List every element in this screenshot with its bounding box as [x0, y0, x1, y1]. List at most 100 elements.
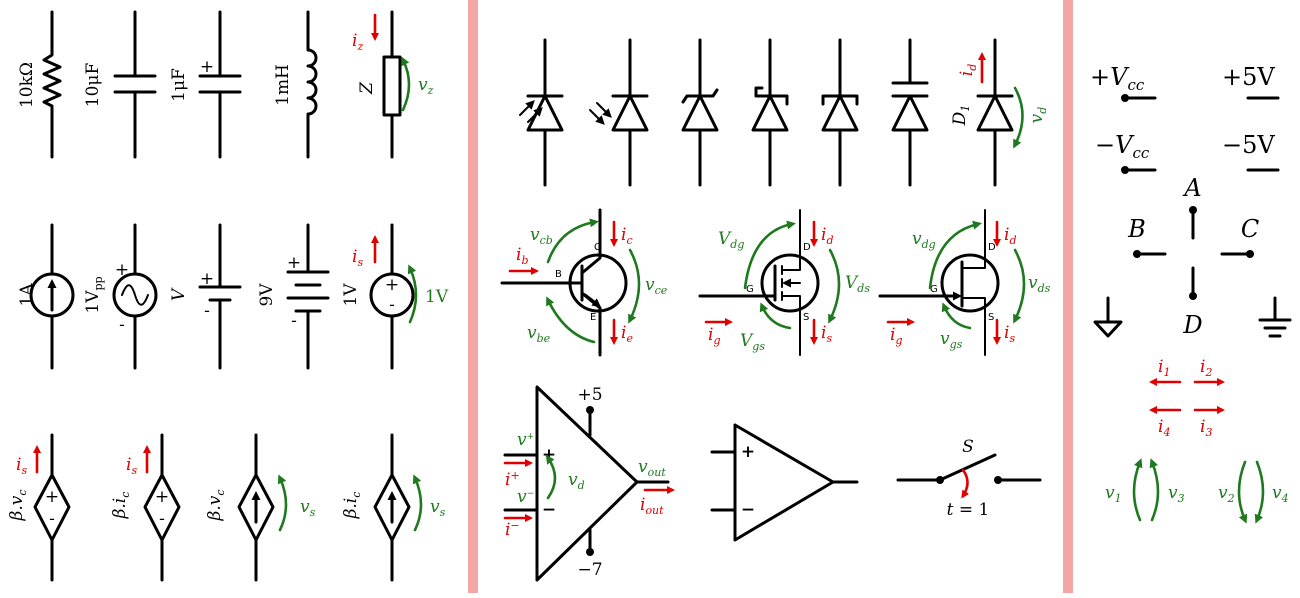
svg-text:B: B — [555, 269, 562, 280]
dep2-current-label: is — [126, 455, 137, 477]
battery-minus: - — [291, 311, 297, 331]
svg-text:+: + — [45, 487, 59, 507]
inductor-symbol: 1mH — [273, 10, 318, 159]
impedance-current-label: iz — [352, 31, 363, 53]
svg-text:G: G — [930, 284, 938, 295]
ac-source-label: 1Vpp — [83, 276, 105, 313]
led-diode-symbol — [519, 38, 564, 187]
opamp-annotated-symbol: +5 −7 + − v+ i+ v− i− vd vout iout — [503, 385, 675, 582]
separator-right — [1063, 0, 1073, 593]
varactor-diode-symbol — [891, 38, 929, 187]
dependent-current-source-i: β.ic vs — [341, 433, 446, 582]
svg-text:S: S — [803, 312, 809, 323]
svg-text:is: is — [821, 323, 832, 345]
supply-vcc-pos: +Vcc — [1090, 63, 1157, 102]
svg-text:+: + — [542, 445, 556, 465]
svg-text:-: - — [159, 509, 165, 529]
dep2-label: β.ic — [110, 492, 132, 520]
svg-text:S: S — [988, 312, 994, 323]
svg-text:-: - — [49, 509, 55, 529]
dep1-label: β.vc — [7, 489, 29, 521]
ac-source-plus: + — [115, 260, 129, 280]
svg-text:C: C — [1241, 215, 1259, 243]
svg-text:D: D — [803, 242, 811, 253]
voltage-arrows-group: v1 v3 v2 v4 — [1105, 458, 1289, 524]
svg-text:vgs: vgs — [940, 329, 963, 351]
svg-text:vds: vds — [1028, 273, 1051, 295]
dep4-voltage-label: vs — [430, 497, 446, 519]
svg-text:G: G — [746, 284, 754, 295]
voltage-source-voltage-arrow — [407, 264, 418, 324]
svg-text:v2: v2 — [1218, 483, 1235, 505]
switch-label: S — [962, 437, 974, 457]
svg-text:i−: i− — [505, 519, 520, 540]
polarized-capacitor-symbol: + 1μF — [169, 10, 242, 159]
dc-source-symbol: + - V — [169, 223, 242, 370]
svg-text:ie: ie — [621, 323, 633, 345]
capacitor-label: 10μF — [83, 63, 103, 108]
opamp-supply-neg: −7 — [577, 560, 602, 580]
svg-text:v1: v1 — [1105, 483, 1122, 505]
mosfet-transistor-symbol: D G S id is ig Vdg Vds Vgs — [698, 209, 870, 356]
supply-5v-neg: −5V — [1222, 131, 1280, 172]
svg-text:vbe: vbe — [527, 323, 551, 345]
supply-vcc-neg: −Vcc — [1095, 131, 1157, 174]
voltage-source-voltage-label: 1V — [425, 287, 449, 307]
dependent-voltage-source-v: + - β.vc is — [7, 433, 71, 582]
switch-symbol: S t = 1 — [896, 437, 1042, 520]
inductor-label: 1mH — [273, 64, 293, 106]
impedance-voltage-label: vz — [418, 75, 434, 97]
svg-text:vout: vout — [638, 457, 666, 479]
svg-text:v3: v3 — [1168, 483, 1185, 505]
svg-text:vce: vce — [645, 275, 668, 297]
node-c: C — [1220, 215, 1259, 258]
capacitor-symbol: 10μF — [83, 10, 157, 159]
node-a: A — [1182, 174, 1202, 240]
svg-text:+Vcc: +Vcc — [1090, 63, 1145, 94]
svg-text:D: D — [1182, 311, 1202, 339]
svg-text:ig: ig — [708, 325, 720, 347]
dep1-current-label: is — [16, 455, 27, 477]
svg-text:−: − — [741, 500, 755, 520]
svg-text:+5V: +5V — [1222, 63, 1275, 91]
svg-text:ig: ig — [890, 325, 902, 347]
svg-text:E: E — [590, 312, 596, 323]
svg-text:−: − — [542, 500, 556, 520]
svg-text:A: A — [1182, 174, 1201, 202]
voltage-source-current-label: is — [352, 247, 363, 269]
svg-text:i4: i4 — [1158, 417, 1170, 439]
svg-text:−Vcc: −Vcc — [1095, 131, 1150, 162]
svg-text:i+: i+ — [505, 469, 520, 490]
svg-text:+: + — [155, 487, 169, 507]
svg-text:iout: iout — [640, 495, 664, 517]
ac-source-symbol: + - 1Vpp — [83, 223, 158, 370]
opamp-symbol: + − — [710, 423, 859, 542]
ac-source-minus: - — [119, 315, 125, 335]
node-d: D — [1182, 266, 1203, 339]
pol-capacitor-label: 1μF — [169, 68, 189, 102]
svg-text:vd: vd — [568, 470, 585, 492]
svg-text:Vdg: Vdg — [718, 229, 744, 251]
schottky-diode-symbol — [751, 38, 789, 187]
battery-symbol: + - 9V — [257, 223, 330, 370]
dc-source-plus: + — [200, 269, 214, 289]
resistor-symbol: 10kΩ — [17, 10, 62, 159]
voltage-source-label: 1V — [341, 283, 361, 307]
ground-triangle-icon — [1093, 296, 1123, 338]
supply-5v-pos: +5V — [1222, 63, 1280, 100]
tunnel-diode-symbol — [821, 38, 859, 187]
diode-label: D1 — [950, 105, 972, 127]
svg-text:Vds: Vds — [845, 273, 870, 295]
jfet-transistor-symbol: D G S id is ig vdg vds vgs — [878, 209, 1051, 356]
svg-text:−5V: −5V — [1222, 131, 1275, 159]
svg-text:v+: v+ — [517, 430, 534, 450]
svg-text:ib: ib — [516, 245, 528, 267]
dc-source-minus: - — [204, 301, 210, 321]
voltage-source-plus: + — [385, 275, 399, 295]
svg-text:i2: i2 — [1200, 357, 1212, 379]
voltage-source-minus: - — [389, 295, 395, 315]
diode-voltage-label: vd — [1027, 107, 1049, 124]
impedance-label: Z — [357, 81, 377, 95]
